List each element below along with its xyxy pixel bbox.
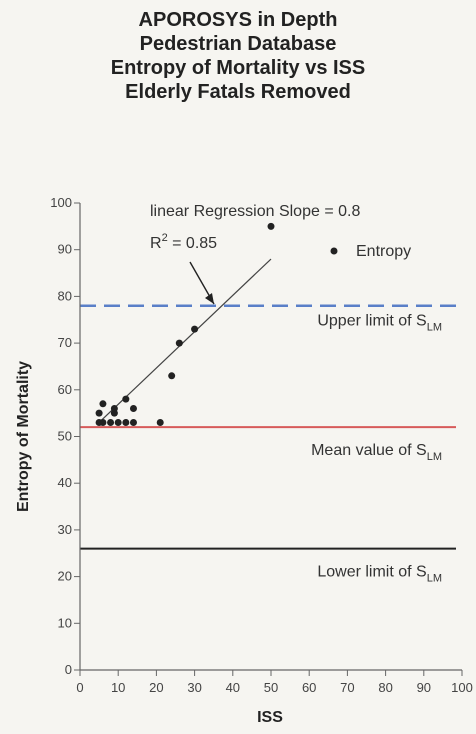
y-tick-label: 60 bbox=[58, 382, 72, 397]
title-line-3: Entropy of Mortality vs ISS bbox=[110, 57, 366, 79]
y-tick-label: 100 bbox=[50, 195, 72, 210]
data-point bbox=[267, 222, 275, 230]
lower-line-label: Lower limit of SLM bbox=[317, 564, 442, 585]
data-point bbox=[129, 404, 137, 412]
x-tick-label: 80 bbox=[378, 680, 392, 695]
regression-annotation: linear Regression Slope = 0.8 bbox=[150, 203, 360, 220]
upper-line-label: Upper limit of SLM bbox=[317, 313, 442, 334]
y-tick-label: 10 bbox=[58, 615, 72, 630]
mean-line-label-text: Mean value of S bbox=[311, 442, 427, 459]
lower-line-label-text: Lower limit of S bbox=[317, 564, 426, 581]
x-tick-label: 40 bbox=[226, 680, 240, 695]
y-tick-label: 90 bbox=[58, 242, 72, 257]
y-tick-label: 50 bbox=[58, 429, 72, 444]
x-tick-label: 0 bbox=[76, 680, 83, 695]
legend-label-entropy: Entropy bbox=[356, 243, 411, 260]
arrow-head bbox=[205, 293, 214, 304]
mean-line-label: Mean value of SLM bbox=[311, 442, 442, 463]
x-tick-label: 20 bbox=[149, 680, 163, 695]
data-point bbox=[114, 418, 122, 426]
legend-marker-entropy bbox=[330, 247, 338, 255]
data-point bbox=[110, 404, 118, 412]
y-tick-label: 30 bbox=[58, 522, 72, 537]
data-point bbox=[99, 418, 107, 426]
title-line-2: Pedestrian Database bbox=[139, 33, 337, 55]
x-tick-label: 90 bbox=[417, 680, 431, 695]
data-point bbox=[122, 395, 130, 403]
data-point bbox=[107, 418, 115, 426]
y-tick-label: 20 bbox=[58, 569, 72, 584]
upper-line-label-subscript: LM bbox=[427, 322, 442, 334]
data-point bbox=[99, 400, 107, 408]
title-line-4: Elderly Fatals Removed bbox=[125, 81, 351, 103]
x-tick-label: 60 bbox=[302, 680, 316, 695]
r2-value: = 0.85 bbox=[168, 235, 217, 252]
data-point bbox=[191, 325, 199, 333]
chart-title: APOROSYS in Depth Pedestrian Database En… bbox=[0, 8, 476, 104]
x-tick-label: 50 bbox=[264, 680, 278, 695]
x-tick-label: 10 bbox=[111, 680, 125, 695]
data-points bbox=[95, 222, 275, 426]
lower-line-label-subscript: LM bbox=[427, 573, 442, 585]
r2-base: R bbox=[150, 235, 162, 252]
title-line-1: APOROSYS in Depth bbox=[138, 9, 338, 31]
annotation-arrow bbox=[189, 261, 215, 305]
x-tick-label: 100 bbox=[451, 680, 473, 695]
y-ticks: 0 10 20 30 40 50 60 70 80 90 100 bbox=[50, 195, 80, 677]
regression-line-group bbox=[98, 258, 272, 423]
y-tick-label: 70 bbox=[58, 335, 72, 350]
x-tick-label: 70 bbox=[340, 680, 354, 695]
x-tick-label: 30 bbox=[187, 680, 201, 695]
y-tick-label: 0 bbox=[65, 662, 72, 677]
y-tick-label: 40 bbox=[58, 475, 72, 490]
data-point bbox=[129, 418, 137, 426]
axes bbox=[79, 203, 462, 671]
data-point bbox=[95, 409, 103, 417]
r-squared-annotation: R2 = 0.85 bbox=[150, 232, 217, 252]
data-point bbox=[156, 418, 164, 426]
x-axis-label: ISS bbox=[257, 709, 283, 726]
r2-superscript: 2 bbox=[162, 232, 168, 244]
mean-line-label-subscript: LM bbox=[427, 451, 442, 463]
regression-line bbox=[98, 258, 272, 423]
y-tick-label: 80 bbox=[58, 288, 72, 303]
x-ticks: 0 10 20 30 40 50 60 70 80 90 100 bbox=[76, 670, 473, 695]
reference-lines bbox=[80, 304, 456, 550]
data-point bbox=[175, 339, 183, 347]
data-point bbox=[168, 372, 176, 380]
data-point bbox=[122, 418, 130, 426]
upper-line-label-text: Upper limit of S bbox=[317, 313, 426, 330]
y-axis-label: Entropy of Mortality bbox=[15, 361, 32, 512]
